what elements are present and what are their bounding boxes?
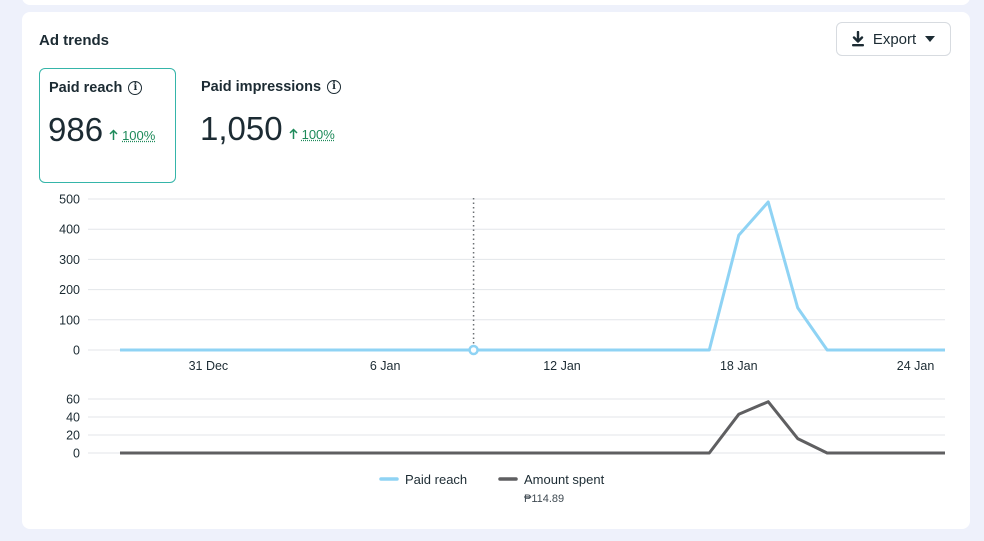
spent-y-tick-label: 40 [66,411,80,425]
reach-y-tick-label: 300 [59,253,80,267]
chart-legend: Paid reach Amount spent ₱114.89 [379,472,605,505]
reach-y-tick-label: 500 [59,193,80,207]
metric-paid-reach[interactable]: Paid reach i 986 100% [39,68,176,183]
x-tick-label: 12 Jan [543,359,581,373]
metric-paid-impressions[interactable]: Paid impressions i 1,050 100% [192,68,372,183]
previous-card-edge [22,0,970,5]
legend-label: Amount spent [524,472,605,487]
reach-y-tick-label: 200 [59,283,80,297]
metric-delta-percent: 100% [301,126,335,142]
export-label: Export [872,30,917,48]
download-icon [851,31,864,47]
x-tick-label: 24 Jan [897,359,935,373]
arrow-up-icon [109,129,118,140]
metric-delta-percent: 100% [122,127,156,143]
x-tick-label: 6 Jan [370,359,401,373]
x-tick-label: 31 Dec [189,359,229,373]
export-button[interactable]: Export [836,22,951,56]
metric-delta: 100% [289,127,335,142]
info-icon[interactable]: i [128,81,143,95]
metric-value: 1,050 [200,110,283,147]
card-title: Ad trends [39,32,110,49]
reach-y-tick-label: 0 [73,344,80,358]
hover-marker-point [468,344,479,356]
spent-y-tick-label: 20 [66,429,80,443]
series-line [120,400,945,455]
metric-label: Paid reach [49,80,123,96]
x-tick-label: 18 Jan [720,359,758,373]
metric-value: 986 [48,111,104,148]
paid-reach-chart: 0 100 200 300 400 500 31 Dec 6 Jan 12 Jan 18 Jan 2… [59,193,945,373]
spent-y-tick-label: 0 [73,447,80,461]
series-line [120,200,945,352]
spent-y-tick-label: 60 [66,393,80,407]
metric-label: Paid impressions [201,79,322,95]
amount-spent-chart: 0 20 40 60 [66,393,945,461]
reach-y-tick-label: 400 [59,223,80,237]
metric-delta: 100% [109,128,155,143]
info-icon[interactable]: i [327,80,342,94]
caret-down-icon [925,36,936,42]
ad-trends-card: Ad trends Export Paid reach i 986 100% P… [22,12,970,529]
legend-label: Paid reach [405,472,467,487]
legend-value: ₱114.89 [524,493,564,505]
reach-y-tick-label: 100 [59,313,80,327]
arrow-up-icon [289,128,298,139]
